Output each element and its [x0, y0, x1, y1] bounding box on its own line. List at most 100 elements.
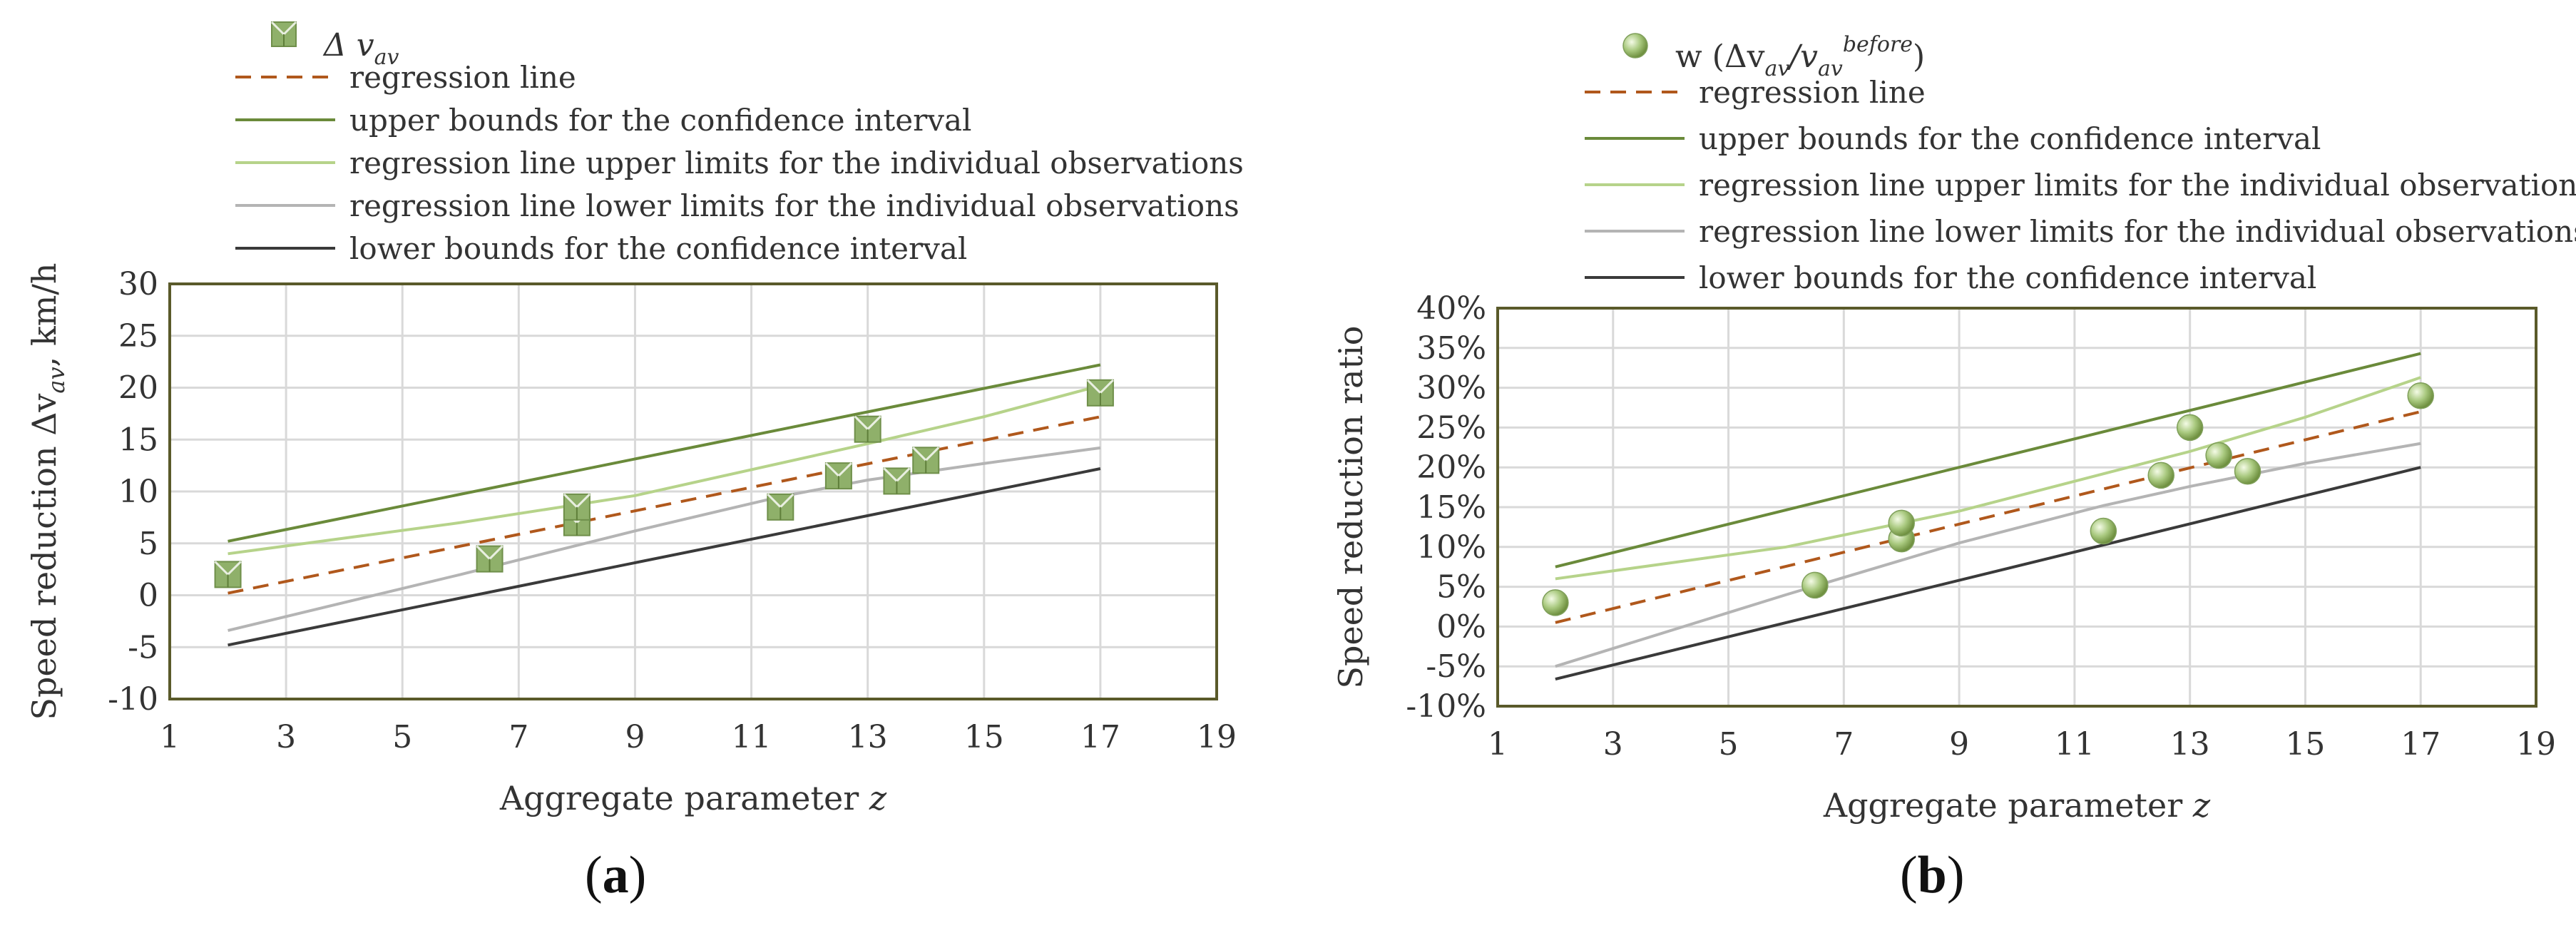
y-tick-label: 30 [118, 266, 158, 302]
x-tick-label: 5 [392, 719, 412, 755]
series-line-regression [228, 415, 1101, 595]
x-tick-label: 5 [1719, 726, 1739, 763]
x-axis-label-var: z [2192, 786, 2211, 825]
x-tick-label: 11 [2055, 726, 2095, 763]
x-tick-label: 1 [160, 719, 180, 755]
legend-label-upper_ind: regression line upper limits for the ind… [1699, 168, 2576, 203]
legend-marker-label: Δ vav [322, 27, 399, 70]
chart-panel-a: 1 3 5 7 9 11 13 15 17 19-10-5051015202530Aggregat… [25, 21, 1244, 817]
y-axis-label-sub: av [43, 367, 70, 393]
x-tick-label: 17 [2401, 726, 2440, 763]
plot-frame [168, 282, 1218, 700]
x-tick-label: 19 [1197, 719, 1237, 755]
y-axis-label-unit: , km/h [25, 263, 63, 367]
x-tick-label: 9 [1949, 726, 1969, 763]
x-tick-label: 3 [1603, 726, 1623, 763]
data-point [1542, 589, 1569, 616]
data-point [1801, 571, 1829, 599]
y-tick-label: 10 [118, 474, 158, 510]
legend-marker-text: Δ v [322, 27, 374, 63]
series-line-regression [1555, 410, 2421, 624]
data-point [2234, 458, 2261, 485]
legend-label-upper_ci: upper bounds for the confidence interval [1699, 121, 2321, 156]
y-axis-label-text: Speed reduction ratio [1332, 326, 1370, 689]
legend-marker-sub: av [374, 45, 399, 70]
y-axis-label: Speed reduction ratio [1332, 326, 1370, 689]
y-tick-label: 20 [118, 370, 158, 407]
x-axis-label-var: z [869, 779, 887, 817]
y-tick-label: 0% [1436, 608, 1486, 645]
x-tick-label: 15 [964, 719, 1004, 755]
series-line-lower_ind [1555, 442, 2421, 668]
legend-marker-label: w (Δvav/vavbefore) [1675, 32, 1925, 81]
panel-letter-b: b [1917, 846, 1947, 904]
legend-label-regression: regression line [1699, 75, 1926, 110]
x-tick-label: 7 [1834, 726, 1854, 763]
series-line-lower_ci [228, 467, 1101, 647]
data-point [2407, 382, 2434, 409]
y-axis-label: Speed reduction Δvav, km/h [25, 263, 70, 720]
x-tick-label: 3 [276, 719, 296, 755]
y-tick-label: 10% [1416, 529, 1486, 566]
data-point [2205, 442, 2232, 469]
legend-label-regression: regression line [349, 60, 576, 95]
chart-panel-b: 1 3 5 7 9 11 13 15 17 19-10%-5%0%5%10%15%20%25%30… [1332, 32, 2576, 825]
legend-label-upper_ci: upper bounds for the confidence interval [349, 103, 971, 138]
series-line-upper_ind [228, 384, 1101, 556]
panel-label-a: (a) [585, 846, 647, 904]
y-tick-label: 30% [1416, 370, 1486, 407]
series-line-lower_ind [228, 446, 1101, 632]
x-tick-label: 15 [2285, 726, 2325, 763]
legend-label-lower_ind: regression line lower limits for the ind… [1699, 214, 2576, 249]
y-tick-label: -10 [108, 681, 158, 718]
y-tick-label: 20% [1416, 449, 1486, 486]
data-point [2147, 462, 2174, 489]
legend-label-lower_ci: lower bounds for the confidence interval [349, 231, 967, 266]
x-tick-label: 9 [625, 719, 645, 755]
y-tick-label: 25 [118, 318, 158, 355]
x-tick-label: 7 [508, 719, 528, 755]
x-axis-label: Aggregate parameter z [1823, 786, 2211, 825]
panel-letter-a: a [602, 846, 629, 904]
y-tick-label: 5 [138, 526, 158, 562]
legend-marker-text: w (Δv [1675, 39, 1765, 75]
legend-label-upper_ind: regression line upper limits for the ind… [349, 146, 1244, 180]
x-axis-label-text: Aggregate parameter [499, 779, 869, 817]
legend-marker [1622, 33, 1648, 58]
legend-marker-end: ) [1913, 39, 1925, 75]
x-tick-label: 17 [1080, 719, 1120, 755]
series-line-lower_ci [1555, 466, 2421, 680]
legend-label-lower_ci: lower bounds for the confidence interval [1699, 260, 2316, 295]
series-line-upper_ci [228, 363, 1101, 543]
y-tick-label: 25% [1416, 409, 1486, 446]
y-tick-label: 0 [138, 578, 158, 614]
y-axis-label-text: Speed reduction Δv [25, 394, 63, 720]
y-tick-label: 15 [118, 422, 158, 458]
y-tick-label: 40% [1416, 290, 1486, 327]
y-tick-label: 15% [1416, 489, 1486, 526]
data-point [2090, 517, 2117, 545]
x-tick-label: 11 [732, 719, 772, 755]
y-tick-label: -10% [1406, 688, 1486, 725]
x-tick-label: 1 [1488, 726, 1508, 763]
legend-marker-sub2: av [1818, 56, 1843, 81]
x-tick-label: 13 [848, 719, 888, 755]
panel-label-b: (b) [1900, 846, 1965, 904]
x-tick-label: 19 [2516, 726, 2556, 763]
y-tick-label: 5% [1436, 569, 1486, 606]
plot-frame [1496, 307, 2537, 708]
series-line-upper_ind [1555, 376, 2421, 581]
data-point [1888, 509, 1915, 537]
x-axis-label-text: Aggregate parameter [1823, 786, 2193, 825]
y-tick-label: -5 [128, 629, 158, 666]
legend-label-lower_ind: regression line lower limits for the ind… [349, 188, 1240, 223]
legend-marker-sub: av [1764, 56, 1789, 81]
y-tick-label: 35% [1416, 330, 1486, 367]
legend-marker-mid: /v [1787, 39, 1818, 75]
legend-marker-sup: before [1843, 32, 1913, 57]
data-point [2176, 414, 2204, 442]
x-axis-label: Aggregate parameter z [499, 779, 887, 817]
